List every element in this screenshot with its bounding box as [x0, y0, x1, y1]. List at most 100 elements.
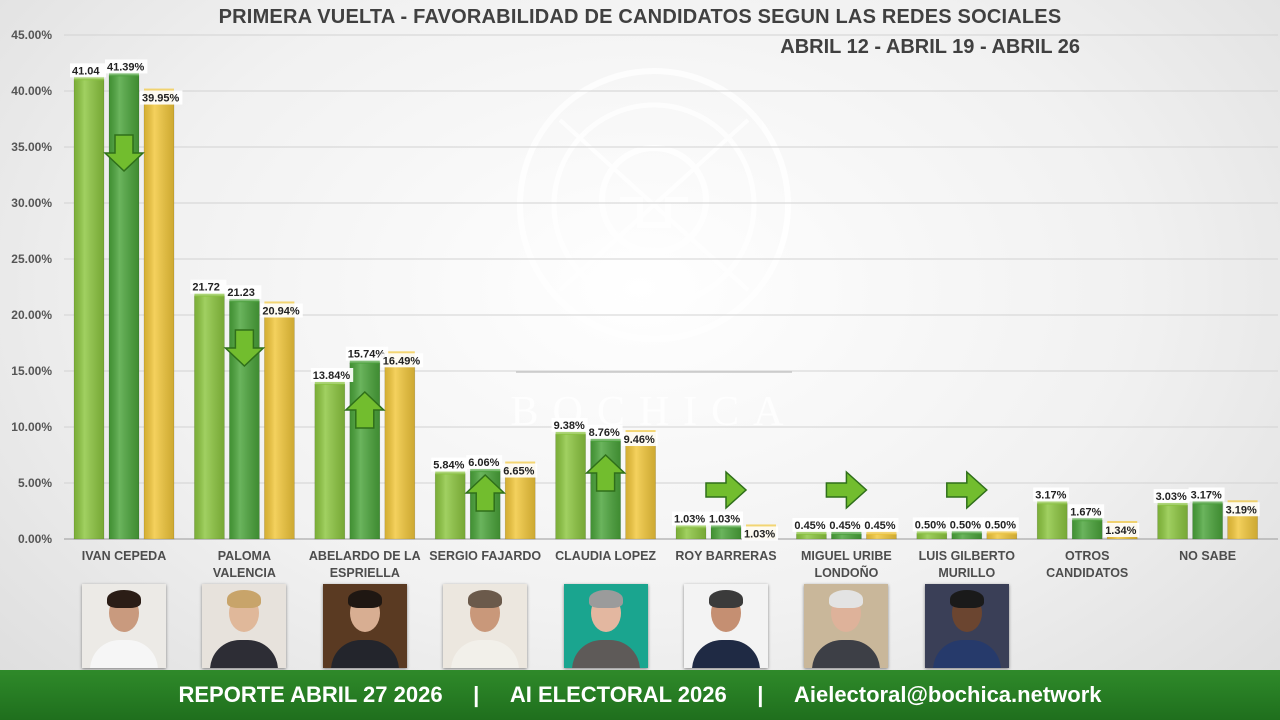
data-label: 0.45%	[829, 520, 860, 532]
footer-separator	[763, 682, 794, 708]
data-label-bg	[105, 59, 148, 74]
bar-shade	[625, 433, 656, 539]
data-label: 3.03%	[1156, 491, 1187, 503]
category-label: IVAN CEPEDA	[82, 549, 167, 563]
category-label: MIGUEL URIBE	[801, 549, 892, 563]
footer-project: AI ELECTORAL 2026	[509, 682, 727, 707]
y-tick-label: 10.00%	[11, 420, 52, 434]
photo-hair	[227, 590, 262, 608]
photo-hair	[949, 590, 984, 608]
bar-cap	[74, 76, 104, 81]
category-label: LONDOÑO	[814, 565, 878, 580]
candidate-photo	[82, 584, 166, 668]
y-tick-label: 5.00%	[18, 476, 52, 490]
data-label-bg	[225, 285, 262, 300]
bar-chart: BOCHICA 0.00% 5.00% 10.00% 15.00% 20.00% 25.0…	[11, 28, 1278, 580]
candidate-photo	[202, 584, 287, 668]
data-label: 41.04	[72, 65, 100, 77]
data-label: 15.74%	[348, 349, 386, 361]
y-tick-label: 45.00%	[11, 28, 52, 42]
data-label-bg	[742, 526, 778, 541]
chart-subtitle: ABRIL 12 - ABRIL 19 - ABRIL 26	[780, 36, 1080, 58]
bar-cap	[229, 298, 260, 303]
bar-shade	[986, 533, 1017, 539]
data-label: 9.38%	[554, 420, 585, 432]
photo-hair	[347, 590, 382, 608]
data-label: 39.95%	[142, 93, 180, 105]
bar-cap	[109, 72, 139, 77]
category-label: OTROS	[1065, 549, 1109, 563]
data-label: 0.50%	[950, 519, 981, 531]
bar-cap	[1072, 517, 1103, 522]
bar-cap	[676, 524, 706, 529]
candidate-photo	[563, 584, 648, 668]
data-label-bg	[140, 90, 183, 105]
bar-shade	[384, 354, 415, 539]
bar-shade	[711, 527, 741, 539]
data-label: 20.94%	[262, 305, 300, 317]
bar-shade	[144, 91, 174, 539]
bar-cap	[470, 468, 501, 473]
bar-shade	[264, 304, 295, 539]
data-label-bg	[1103, 522, 1140, 537]
data-label-bg	[947, 517, 984, 532]
data-label: 1.03%	[674, 513, 705, 525]
bar-cap	[555, 430, 586, 435]
photo-hair	[107, 590, 141, 608]
data-label-bg	[672, 511, 708, 526]
footer-separator	[727, 682, 758, 708]
bar-cap	[831, 530, 862, 535]
bar-shade	[676, 527, 706, 539]
candidate-photo	[322, 584, 407, 668]
y-tick-label: 0.00%	[18, 532, 52, 546]
y-tick-label: 25.00%	[11, 252, 52, 266]
data-label: 21.72	[192, 282, 220, 294]
data-label-bg	[1068, 504, 1105, 519]
photo-body	[812, 640, 881, 668]
candidate-photo	[443, 584, 528, 668]
category-label: PALOMA	[218, 549, 271, 563]
y-tick-label: 20.00%	[11, 308, 52, 322]
data-label: 0.50%	[915, 519, 946, 531]
category-label: SERGIO FAJARDO	[429, 549, 541, 563]
bar-cap	[986, 530, 1017, 535]
data-label-bg	[792, 517, 829, 532]
photo-body	[932, 640, 1001, 668]
candidate-photo	[924, 584, 1009, 668]
data-label: 6.06%	[468, 457, 499, 469]
data-label: 1.67%	[1070, 506, 1101, 518]
bar-cap	[796, 530, 827, 535]
photo-hair	[468, 590, 503, 608]
bar-cap	[916, 530, 947, 535]
category-label: CANDIDATOS	[1046, 566, 1128, 580]
footer-email: Aielectoral@bochica.network	[793, 682, 1102, 707]
footer-report: REPORTE ABRIL 27 2026	[178, 682, 443, 707]
photo-body	[692, 640, 760, 668]
photo-body	[210, 640, 279, 668]
bar-shade	[866, 533, 897, 539]
data-label-bg	[862, 517, 899, 532]
footer-separator	[479, 682, 510, 708]
data-label: 0.45%	[864, 520, 895, 532]
data-label-bg	[707, 511, 743, 526]
data-label-bg	[912, 517, 949, 532]
data-label: 9.46%	[624, 434, 655, 446]
y-tick-label: 40.00%	[11, 84, 52, 98]
y-tick-label: 15.00%	[11, 364, 52, 378]
category-label: LUIS GILBERTO	[919, 549, 1016, 563]
bar-cap	[711, 524, 741, 529]
data-label-bg	[190, 279, 227, 294]
photo-body	[451, 640, 520, 668]
trend-down-arrow-icon	[223, 329, 266, 368]
data-label-bg	[501, 463, 538, 478]
data-label: 0.50%	[985, 519, 1016, 531]
bar-shade	[74, 79, 104, 540]
bar-cap	[951, 530, 982, 535]
bar-cap	[1037, 500, 1068, 505]
trend-up-arrow-icon	[464, 473, 507, 512]
bar-shade	[1037, 503, 1068, 539]
data-label: 0.45%	[794, 520, 825, 532]
y-tick-label: 35.00%	[11, 140, 52, 154]
category-label: VALENCIA	[213, 566, 276, 580]
bar-shade	[831, 533, 862, 539]
